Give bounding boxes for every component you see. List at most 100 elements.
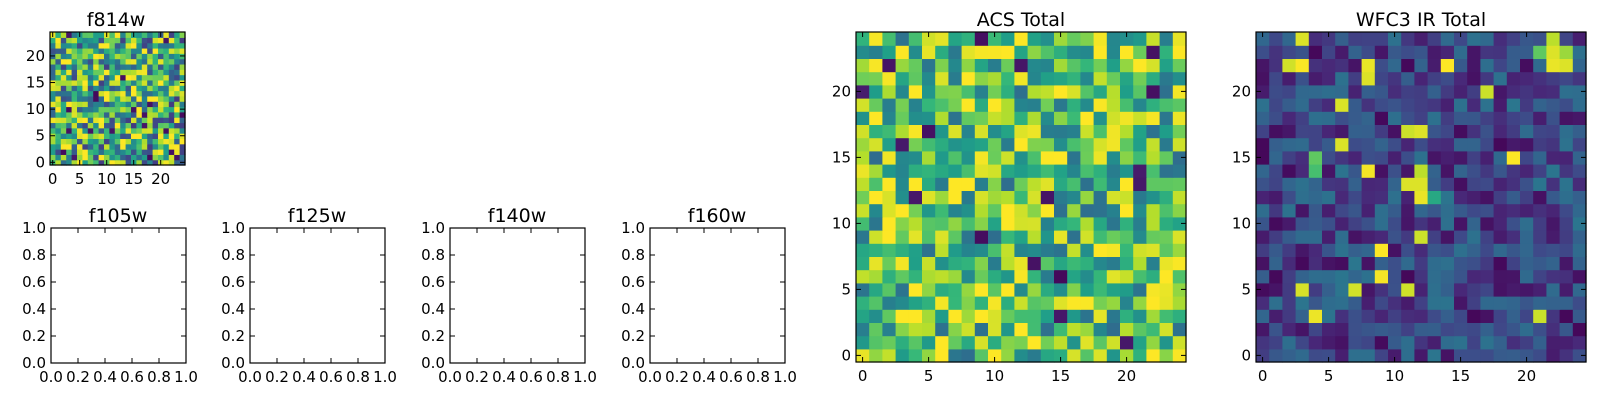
acs-total-cell xyxy=(1040,243,1055,257)
f814w-cell xyxy=(179,122,186,129)
acs-total-cell xyxy=(988,58,1002,73)
wfc3-ir-total-cell xyxy=(1308,84,1323,99)
f814w-cell xyxy=(168,90,175,97)
wfc3-ir-total-cell xyxy=(1493,348,1508,363)
f814w-cell xyxy=(104,63,110,70)
wfc3-ir-total-cell xyxy=(1414,282,1429,297)
acs-total-cell xyxy=(935,84,949,99)
wfc3-ir-total-cell xyxy=(1388,32,1402,46)
acs-total-cell xyxy=(856,309,870,323)
f814w-cell xyxy=(104,95,110,102)
acs-total-cell xyxy=(1146,256,1161,271)
f814w-cell xyxy=(131,106,137,113)
f814w-cell xyxy=(109,37,116,44)
wfc3-ir-total-cell xyxy=(1467,216,1481,231)
f814w-cell xyxy=(50,138,56,145)
acs-total-cell xyxy=(856,282,870,297)
acs-total-cell xyxy=(948,32,963,46)
f814w-cell xyxy=(158,58,164,65)
f814w-cell xyxy=(93,159,100,166)
f814w-cell xyxy=(87,117,94,124)
wfc3-ir-total-cell xyxy=(1520,309,1534,323)
f814w-cell xyxy=(141,58,148,65)
acs-total-cell xyxy=(1106,335,1121,350)
f814w-cell xyxy=(77,149,83,155)
f814w-x-tick-label: 10 xyxy=(97,170,116,188)
wfc3-ir-total-cell xyxy=(1374,243,1389,257)
f814w-cell xyxy=(163,63,170,70)
acs-total-cell xyxy=(1093,71,1108,86)
f814w-cell xyxy=(82,101,89,108)
f814w-cell xyxy=(136,138,143,145)
wfc3-ir-total-y-tick-label: 15 xyxy=(1232,148,1251,166)
f814w-cell xyxy=(136,90,143,97)
f814w-cell xyxy=(125,74,132,81)
f814w-cell xyxy=(158,74,164,81)
wfc3-ir-total-cell xyxy=(1467,164,1481,178)
acs-total-cell xyxy=(908,58,923,73)
f814w-cell xyxy=(152,143,159,150)
wfc3-ir-total-cell xyxy=(1308,230,1323,244)
f814w-cell xyxy=(152,106,159,113)
wfc3-ir-total-cell xyxy=(1572,216,1587,231)
wfc3-ir-total-cell xyxy=(1454,190,1468,205)
acs-total-cell xyxy=(922,177,936,191)
wfc3-ir-total-cell xyxy=(1427,45,1442,59)
wfc3-ir-total-cell xyxy=(1348,243,1363,257)
wfc3-ir-total-cell xyxy=(1295,335,1310,350)
panel-title-wfc3-ir-total: WFC3 IR Total xyxy=(1356,9,1486,31)
f814w-cell xyxy=(163,133,170,139)
wfc3-ir-total-cell xyxy=(1401,296,1415,310)
wfc3-ir-total-cell xyxy=(1427,164,1442,178)
f105w-x-tick-label: 0.8 xyxy=(147,368,171,386)
f814w-cell xyxy=(141,106,148,113)
wfc3-ir-total-cell xyxy=(1335,177,1349,191)
acs-total-cell xyxy=(1067,322,1081,337)
f814w-cell xyxy=(125,111,132,118)
f814w-cell xyxy=(98,159,105,166)
wfc3-ir-total-cell xyxy=(1493,190,1508,205)
wfc3-ir-total-cell xyxy=(1427,203,1442,218)
f814w-cell xyxy=(82,69,89,76)
f814w-cell xyxy=(158,79,164,86)
acs-total-cell xyxy=(1159,335,1174,350)
wfc3-ir-total-cell xyxy=(1533,111,1547,125)
wfc3-ir-total-cell xyxy=(1335,71,1349,86)
acs-total-cell xyxy=(1093,124,1108,139)
f125w-x-tick-label: 0.2 xyxy=(265,368,289,386)
f814w-cell xyxy=(158,47,164,54)
f814w-cell xyxy=(141,111,148,118)
acs-total-y-tick-label: 0 xyxy=(841,346,851,364)
wfc3-ir-total-cell xyxy=(1374,98,1389,112)
acs-total-cell xyxy=(1040,230,1055,244)
wfc3-ir-total-cell xyxy=(1348,190,1363,205)
wfc3-ir-total-cell xyxy=(1467,58,1481,73)
wfc3-ir-total-cell xyxy=(1295,137,1310,152)
acs-total-cell xyxy=(895,137,910,152)
f814w-cell xyxy=(60,111,67,118)
f814w-cell xyxy=(114,53,121,60)
wfc3-ir-total-cell xyxy=(1493,58,1508,73)
f125w-y-tick-label: 0.4 xyxy=(221,300,245,318)
wfc3-ir-total-cell xyxy=(1348,296,1363,310)
wfc3-ir-total-cell xyxy=(1308,124,1323,139)
acs-total-cell xyxy=(1146,150,1161,165)
wfc3-ir-total-cell xyxy=(1256,71,1270,86)
f814w-cell xyxy=(136,159,143,166)
wfc3-ir-total-cell xyxy=(1388,137,1402,152)
acs-total-cell xyxy=(988,137,1002,152)
f814w-cell xyxy=(141,149,148,155)
wfc3-ir-total-cell xyxy=(1269,322,1283,337)
f814w-cell xyxy=(98,47,105,54)
f814w-cell xyxy=(168,32,175,38)
acs-total-cell xyxy=(935,335,949,350)
f814w-cell xyxy=(55,85,62,92)
acs-total-cell xyxy=(1146,190,1161,205)
wfc3-ir-total-cell xyxy=(1295,256,1310,271)
f814w-cell xyxy=(158,138,164,145)
acs-total-cell xyxy=(1133,203,1147,218)
wfc3-ir-total-cell xyxy=(1388,71,1402,86)
wfc3-ir-total-cell xyxy=(1414,190,1429,205)
f814w-cell xyxy=(87,122,94,129)
wfc3-ir-total-cell xyxy=(1546,137,1561,152)
